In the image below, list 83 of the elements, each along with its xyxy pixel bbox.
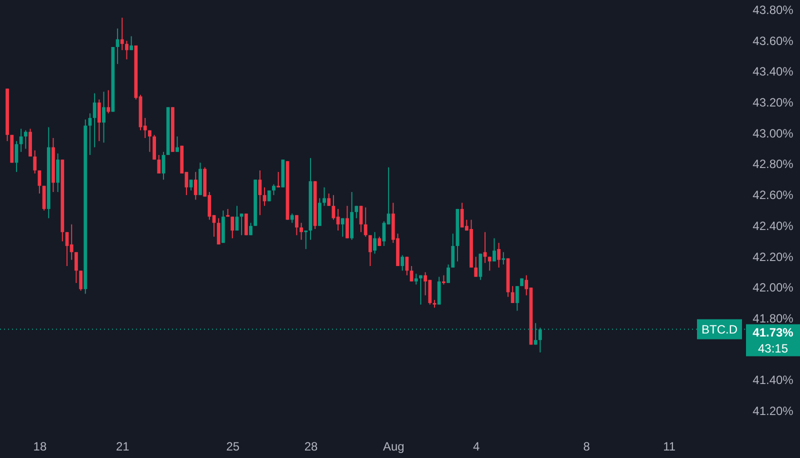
candlestick xyxy=(346,205,349,239)
candlestick xyxy=(19,128,23,152)
candlestick xyxy=(492,238,496,262)
x-tick-label: 4 xyxy=(473,440,480,454)
y-tick-label: 43.80% xyxy=(752,3,794,17)
candlestick xyxy=(483,232,487,264)
candlestick xyxy=(364,206,368,238)
candlestick xyxy=(478,253,482,280)
y-tick-label: 42.20% xyxy=(752,250,794,264)
candlestick xyxy=(295,214,298,236)
candlestick xyxy=(157,154,161,174)
candlestick xyxy=(474,256,478,278)
candlestick xyxy=(79,270,82,292)
x-tick-label: Aug xyxy=(382,440,404,454)
y-tick-label: 43.00% xyxy=(752,126,794,140)
candlestick xyxy=(148,130,152,152)
candlestick xyxy=(510,286,514,304)
candlestick xyxy=(290,213,294,224)
candlestick xyxy=(249,222,252,236)
candlestick xyxy=(56,152,60,192)
candlestick xyxy=(33,150,37,174)
candlestick xyxy=(340,218,344,238)
candlestick xyxy=(419,274,422,306)
candlestick xyxy=(230,216,234,239)
candlestick xyxy=(106,90,110,114)
candlestick xyxy=(216,218,220,245)
candlestick xyxy=(414,273,418,286)
candlestick xyxy=(92,92,96,148)
y-tick-label: 42.80% xyxy=(752,157,794,172)
y-tick-label: 42.40% xyxy=(752,218,794,233)
candlestick xyxy=(451,233,455,268)
x-tick-label: 8 xyxy=(583,440,590,454)
candlestick xyxy=(336,208,340,232)
text: 41.73% xyxy=(752,325,794,340)
candlestick xyxy=(502,252,506,265)
candlestick xyxy=(102,91,106,144)
candlestick xyxy=(74,252,78,284)
candlestick xyxy=(354,205,358,219)
y-tick-label: 42.00% xyxy=(752,280,794,295)
x-tick-label: 11 xyxy=(663,440,676,454)
candlestick xyxy=(327,193,331,206)
candlestick xyxy=(176,136,179,152)
y-tick-label: 41.40% xyxy=(752,373,794,388)
candlestick xyxy=(437,276,441,306)
text: 43:15 xyxy=(758,341,788,356)
y-tick-label: 42.60% xyxy=(752,188,794,202)
candlestick xyxy=(318,198,322,226)
candlestick xyxy=(244,213,248,236)
candlestick xyxy=(497,242,501,268)
candlestick xyxy=(194,171,198,200)
candlestick xyxy=(240,213,244,236)
candlestick xyxy=(97,98,101,142)
candlestick xyxy=(70,224,74,260)
candlestick xyxy=(24,130,28,150)
candlestick xyxy=(272,184,276,196)
y-tick-label: 43.40% xyxy=(752,64,794,79)
candlestick xyxy=(130,36,134,51)
y-tick-label: 41.20% xyxy=(752,404,794,418)
x-tick-label: 18 xyxy=(33,440,47,454)
candlestick xyxy=(488,256,492,272)
y-tick-label: 43.60% xyxy=(752,34,794,48)
ref-line-label: BTC.D xyxy=(702,322,738,336)
candlestick xyxy=(516,286,519,312)
candlestick xyxy=(300,222,303,240)
candlestick xyxy=(276,171,280,188)
y-tick-label: 41.80% xyxy=(752,311,794,326)
candlestick xyxy=(442,274,446,286)
candlestick xyxy=(322,186,326,206)
candlestick xyxy=(400,254,404,272)
candlestick xyxy=(378,236,382,246)
candlestick xyxy=(373,232,376,254)
candlestick xyxy=(152,134,156,160)
x-tick-label: 28 xyxy=(304,440,318,454)
candlestick xyxy=(446,264,450,284)
x-tick-label: 25 xyxy=(226,440,240,454)
candlestick xyxy=(368,234,372,267)
y-tick-label: 43.20% xyxy=(752,96,794,110)
candlestick xyxy=(120,17,124,51)
candlestick xyxy=(125,40,128,60)
candlestick xyxy=(304,230,308,250)
candlestick xyxy=(189,179,193,191)
candlestick xyxy=(410,266,414,282)
x-tick-label: 21 xyxy=(116,440,130,454)
